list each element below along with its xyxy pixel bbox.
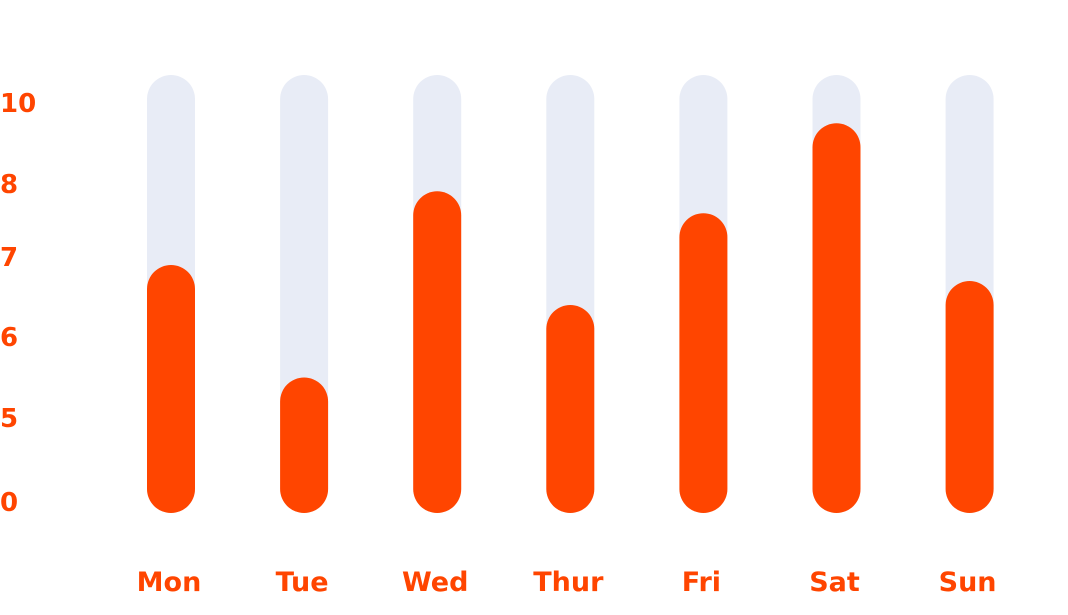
x-tick-label-fri: Fri [682,567,721,598]
x-tick-label-thur: Thur [533,567,604,598]
y-axis: 10 8 7 6 5 0 [0,89,36,518]
x-tick-label-mon: Mon [137,567,202,598]
x-tick-label-sat: Sat [809,567,860,598]
x-tick-label-wed: Wed [402,567,468,598]
y-tick-label-6: 6 [0,323,18,353]
y-tick-label-0: 0 [0,488,18,518]
bar-sun [945,281,994,513]
bars [147,75,994,514]
x-axis: Mon Tue Wed Thur Fri Sat Sun [137,567,997,598]
bar-sat [812,123,861,513]
x-tick-label-tue: Tue [276,567,329,598]
bar-tue [280,377,329,513]
bar-fri [679,213,728,513]
y-tick-label-8: 8 [0,170,18,200]
y-tick-label-10: 10 [0,89,36,119]
bar-mon [147,265,195,513]
y-tick-label-7: 7 [0,243,18,273]
bar-wed [413,191,462,514]
y-tick-label-5: 5 [0,404,18,434]
bar-thur [546,305,595,513]
x-tick-label-sun: Sun [939,567,997,598]
